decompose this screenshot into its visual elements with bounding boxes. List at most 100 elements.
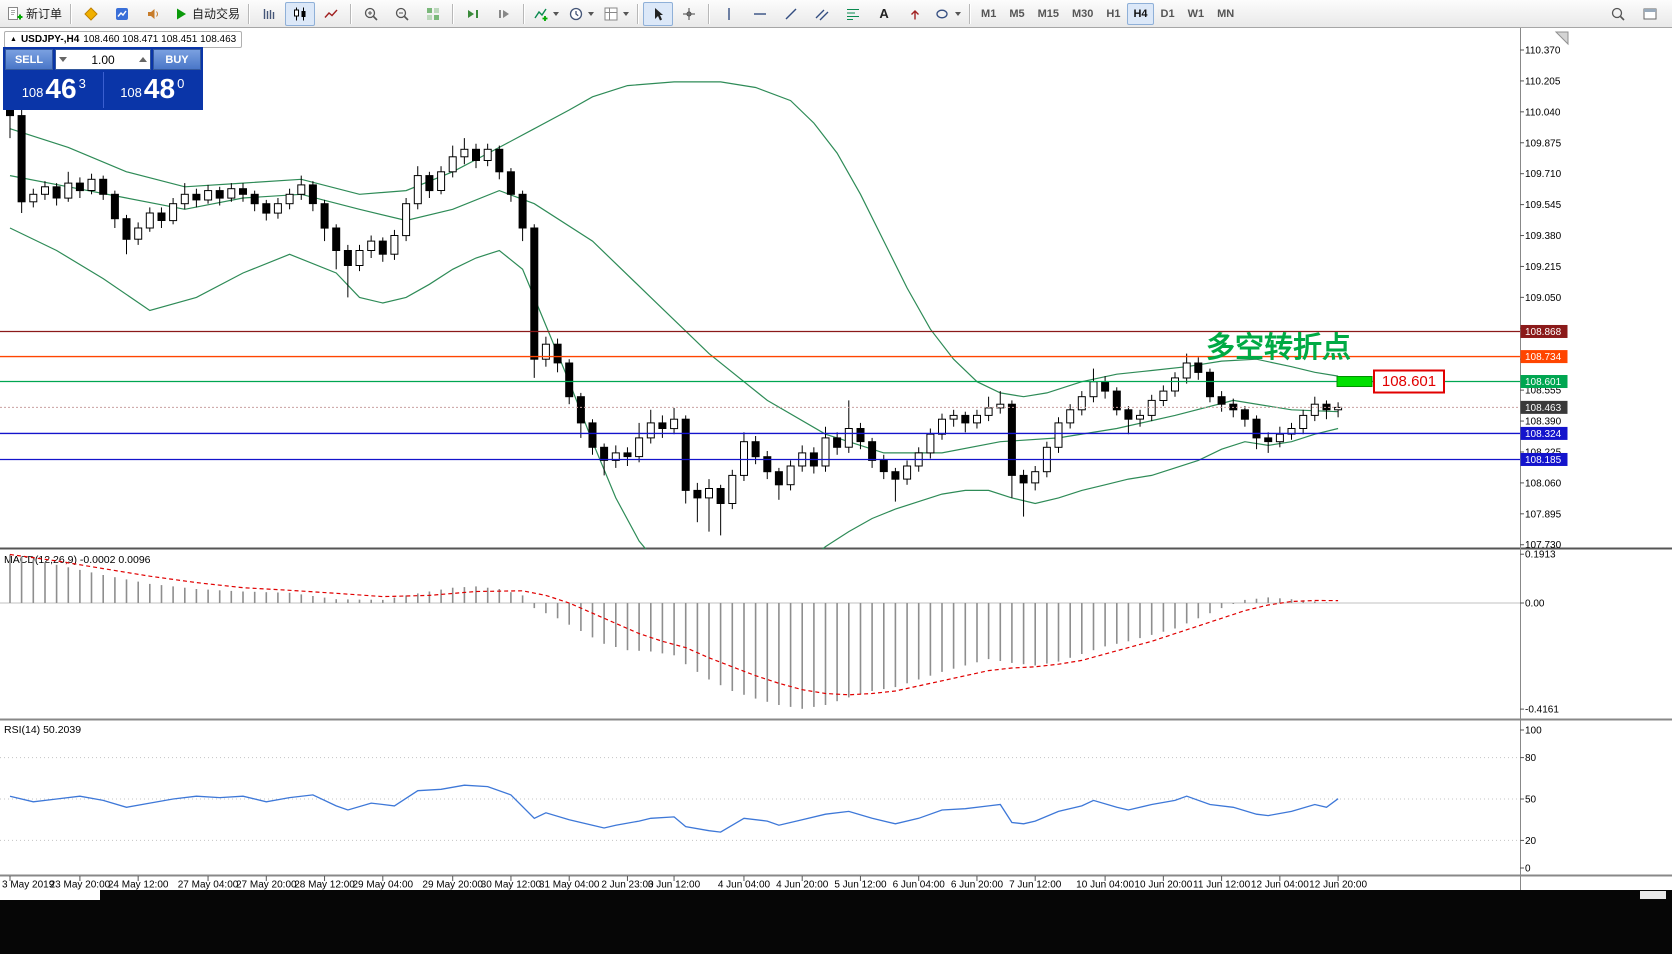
- timeframes-menu-icon[interactable]: [564, 2, 598, 26]
- time-axis-label: 3 May 2019: [2, 880, 55, 891]
- rsi-scale-label: 20: [1525, 836, 1537, 847]
- zoom-in-icon[interactable]: [356, 2, 386, 26]
- scroll-to-end-marker[interactable]: [1554, 31, 1569, 46]
- price-level-badge-label: 108.868: [1525, 327, 1562, 338]
- toolbar-separator: [70, 3, 73, 24]
- buy-price-sup: 0: [177, 76, 185, 91]
- volume-stepper[interactable]: 1.00: [55, 49, 151, 70]
- time-axis-label: 28 May 12:00: [294, 880, 355, 891]
- price-level-badge-label: 108.185: [1525, 455, 1562, 466]
- time-axis-label: 12 Jun 20:00: [1309, 880, 1367, 891]
- time-axis-label: 10 Jun 04:00: [1076, 880, 1134, 891]
- price-callout-box[interactable]: [1373, 369, 1445, 394]
- news-icon[interactable]: [138, 2, 168, 26]
- crosshair-tool-icon[interactable]: [674, 2, 704, 26]
- volume-increase-button[interactable]: [136, 50, 150, 69]
- timeframe-h4[interactable]: H4: [1127, 2, 1154, 25]
- shapes-tool-icon[interactable]: [931, 2, 965, 26]
- community-icon[interactable]: [76, 2, 106, 26]
- text-tool-icon[interactable]: A: [879, 6, 889, 21]
- tile-windows-icon[interactable]: [418, 2, 448, 26]
- volume-decrease-button[interactable]: [56, 50, 70, 69]
- triangle-up-icon: [139, 57, 147, 62]
- buy-button[interactable]: BUY: [153, 49, 201, 70]
- timeframe-m30[interactable]: M30: [1072, 7, 1094, 20]
- time-axis-label: 29 May 04:00: [352, 880, 413, 891]
- sell-button[interactable]: SELL: [5, 49, 53, 70]
- arrow-label-tool-icon[interactable]: [900, 2, 930, 26]
- buy-price-big: 48: [143, 73, 176, 104]
- timeframe-h1[interactable]: H1: [1106, 7, 1121, 20]
- price-level-badge-label: 108.324: [1525, 429, 1562, 440]
- time-axis-label: 3 Jun 12:00: [648, 880, 701, 891]
- chevron-down-icon: [623, 11, 630, 16]
- price-level-badge: [1520, 426, 1568, 440]
- bollinger-bands: [9, 81, 1339, 549]
- rsi-line: [9, 784, 1339, 833]
- candlestick-chart-icon[interactable]: [285, 1, 316, 26]
- autotrading-button[interactable]: 自动交易: [169, 2, 244, 26]
- time-axis-label: 5 Jun 12:00: [834, 880, 887, 891]
- level-marker[interactable]: [1336, 376, 1373, 388]
- rsi-scale-label: 0: [1525, 864, 1531, 875]
- equidistant-channel-tool-icon[interactable]: [807, 2, 837, 26]
- indicators-list-icon[interactable]: [529, 2, 563, 26]
- price-tick-label: 108.555: [1525, 386, 1562, 397]
- toolbar-separator: [248, 3, 251, 24]
- time-axis-label: 6 Jun 20:00: [951, 880, 1004, 891]
- price-tick-label: 108.060: [1525, 478, 1562, 489]
- price-tick-label: 107.730: [1525, 540, 1562, 551]
- auto-scroll-icon[interactable]: [458, 2, 488, 26]
- price-tick-label: 109.545: [1525, 200, 1562, 211]
- cursor-tool-icon[interactable]: [643, 1, 674, 26]
- time-axis-label: 6 Jun 04:00: [893, 880, 946, 891]
- new-order-icon: [8, 6, 23, 20]
- toolbar-separator: [350, 3, 353, 24]
- chart-shift-icon[interactable]: [489, 2, 519, 26]
- timeframe-d1[interactable]: D1: [1160, 7, 1175, 20]
- line-chart-icon[interactable]: [316, 2, 346, 26]
- window-icon[interactable]: [1635, 2, 1665, 26]
- price-tick-label: 109.050: [1525, 293, 1562, 304]
- search-icon[interactable]: [1603, 2, 1633, 26]
- timeframe-w1[interactable]: W1: [1187, 7, 1205, 20]
- timeframe-mn[interactable]: MN: [1217, 7, 1235, 20]
- sell-price-display[interactable]: 108 46 3: [5, 72, 104, 108]
- volume-value[interactable]: 1.00: [91, 52, 115, 67]
- symbol-title: USDJPY-,H4: [20, 34, 80, 45]
- bar-chart-icon[interactable]: [254, 2, 284, 26]
- timeframe-m1[interactable]: M1: [981, 7, 997, 20]
- price-tick-label: 109.875: [1525, 138, 1562, 149]
- chevron-down-icon: [955, 11, 962, 16]
- time-axis-label: 27 May 04:00: [178, 880, 239, 891]
- bollinger-lower: [9, 227, 1339, 549]
- symbol-ohlc: 108.460 108.471 108.451 108.463: [83, 34, 237, 45]
- buy-price-display[interactable]: 108 48 0: [104, 72, 202, 108]
- horizontal-line-tool-icon[interactable]: [745, 2, 775, 26]
- chart-annotation[interactable]: 多空转折点: [1206, 330, 1351, 364]
- time-axis-label: 2 Jun 23:00: [601, 880, 654, 891]
- timeframe-m15[interactable]: M15: [1037, 7, 1059, 20]
- vertical-line-tool-icon[interactable]: [714, 2, 744, 26]
- toolbar: 新订单 自动交易: [0, 0, 1672, 28]
- price-tick-label: 107.895: [1525, 509, 1562, 520]
- trendline-tool-icon[interactable]: [776, 2, 806, 26]
- bottom-strip-tab: [0, 890, 100, 900]
- market-watch-icon[interactable]: [107, 2, 137, 26]
- templates-icon[interactable]: [599, 2, 633, 26]
- time-axis-label: 24 May 12:00: [108, 880, 169, 891]
- price-tick-label: 109.380: [1525, 231, 1562, 242]
- price-tick-label: 110.370: [1525, 46, 1561, 57]
- new-order-button[interactable]: 新订单: [3, 2, 66, 26]
- timeframe-m5[interactable]: M5: [1009, 7, 1025, 20]
- price-level-badge-label: 108.601: [1525, 377, 1562, 388]
- bottom-strip: [0, 890, 1672, 954]
- time-axis-label: 4 Jun 20:00: [776, 880, 829, 891]
- rsi-scale-label: 100: [1525, 726, 1542, 737]
- toolbar-separator: [637, 3, 640, 24]
- sell-price-prefix: 108: [21, 85, 44, 100]
- zoom-out-icon[interactable]: [387, 2, 417, 26]
- fibonacci-tool-icon[interactable]: [838, 2, 868, 26]
